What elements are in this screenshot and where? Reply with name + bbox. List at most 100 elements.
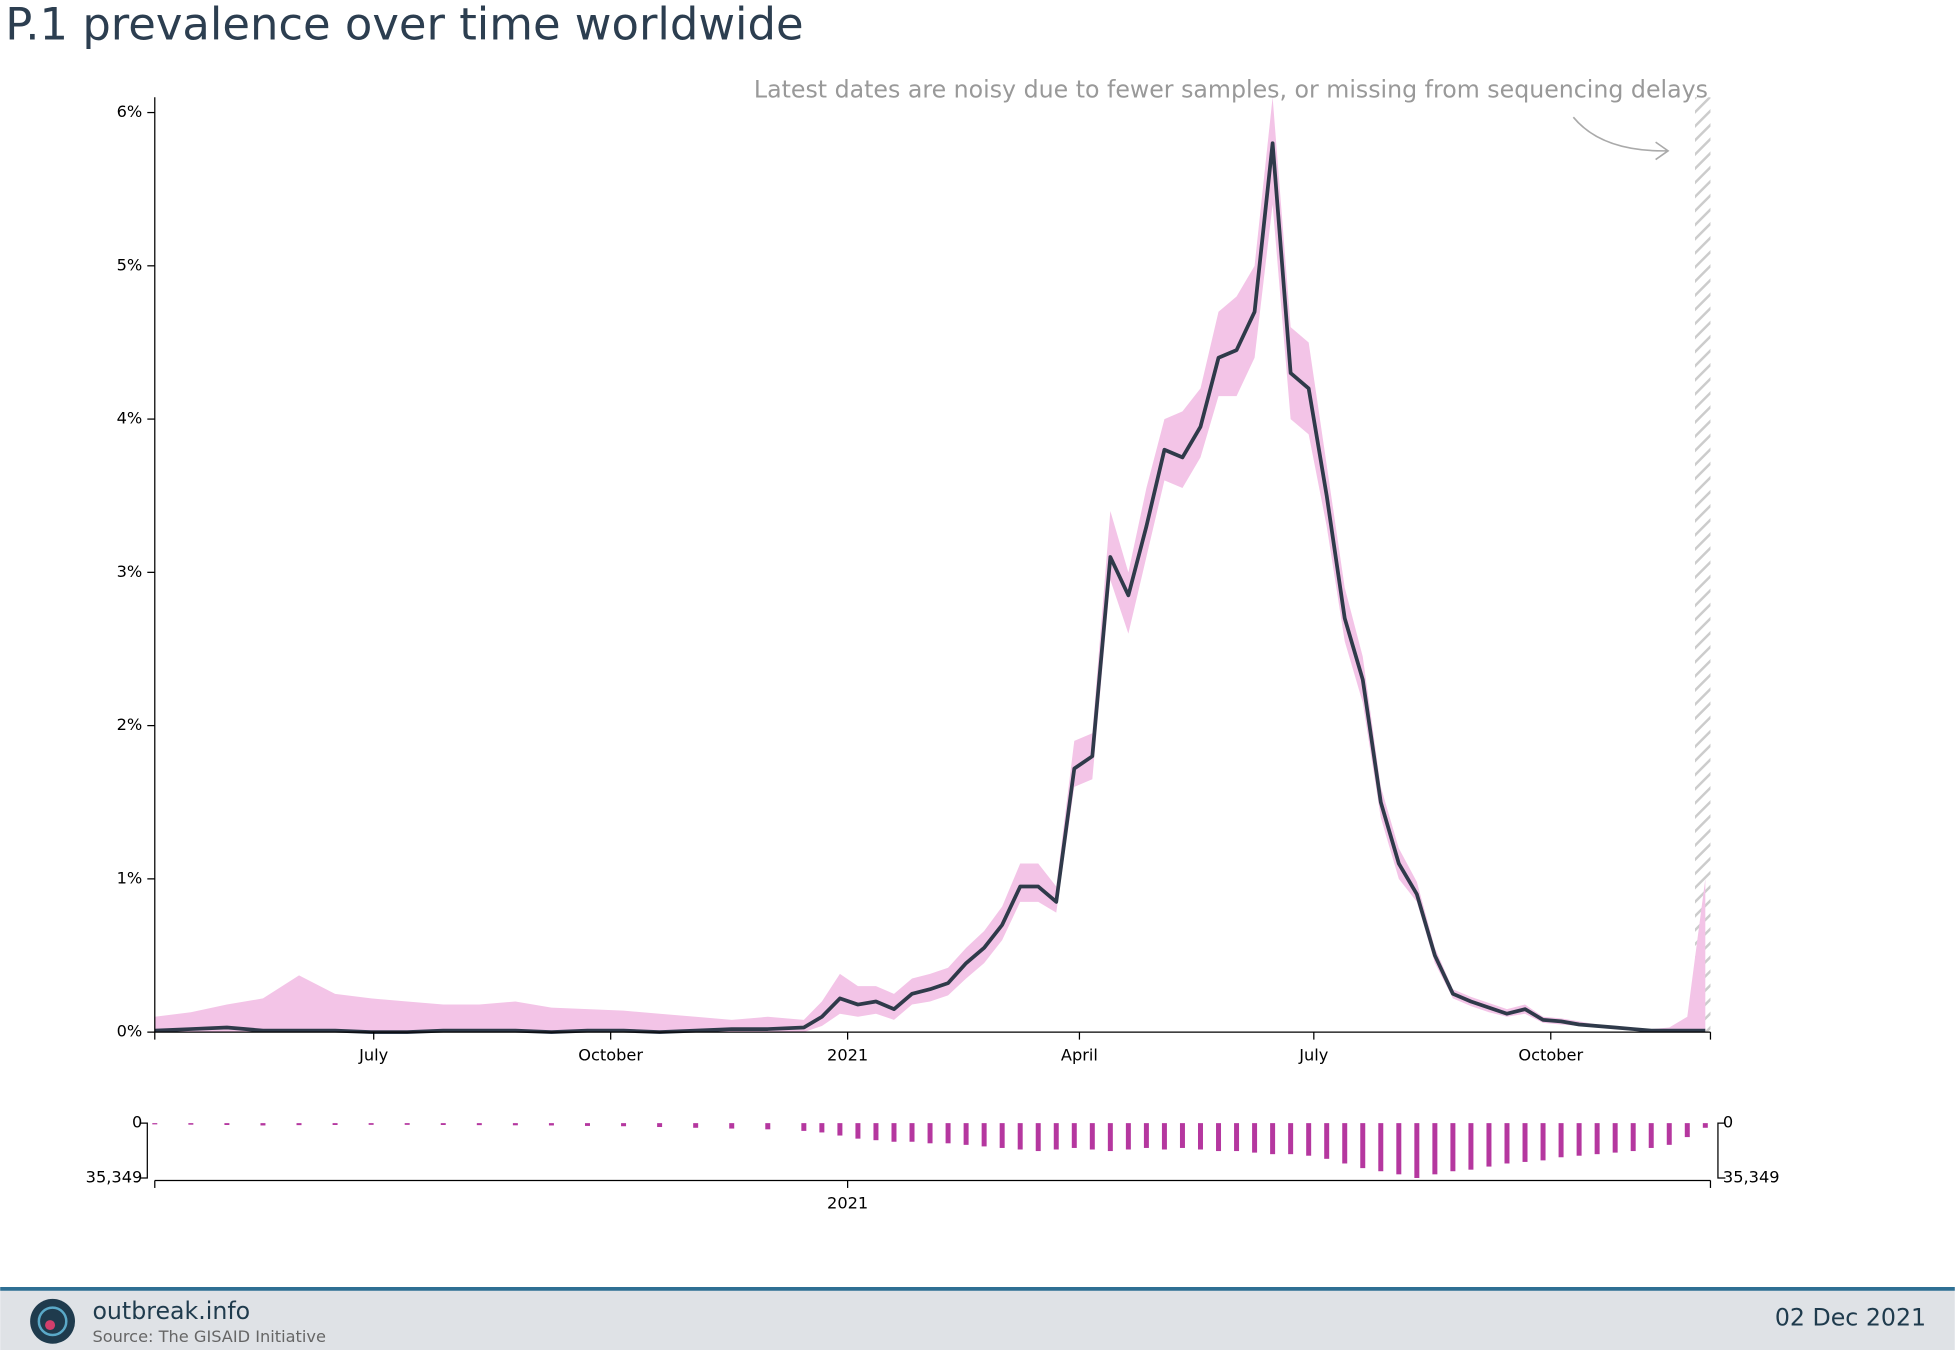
sample-count-bar — [1702, 1123, 1708, 1128]
sample-count-bar — [981, 1123, 987, 1147]
sample-count-bar — [621, 1123, 627, 1127]
sample-count-bar — [404, 1123, 410, 1125]
sample-count-bar — [368, 1123, 374, 1125]
sample-count-bar — [1216, 1123, 1222, 1152]
sample-count-bar — [1252, 1123, 1258, 1153]
y-tick-label: 1% — [117, 868, 143, 887]
sample-count-bar — [1396, 1123, 1402, 1175]
sample-count-bar — [1360, 1123, 1366, 1169]
sample-count-bar — [1504, 1123, 1510, 1164]
sample-count-bar — [1306, 1123, 1312, 1156]
x-tick-label: 2021 — [827, 1045, 868, 1064]
sample-count-bar — [1035, 1123, 1041, 1152]
sample-count-bar — [1161, 1123, 1167, 1150]
sample-count-bar — [1594, 1123, 1600, 1155]
x-tick-label: October — [1518, 1045, 1583, 1064]
sample-count-bar — [1666, 1123, 1672, 1145]
sample-count-bar — [1270, 1123, 1276, 1155]
x-tick-label: April — [1061, 1045, 1098, 1064]
sample-count-bar — [1017, 1123, 1023, 1150]
sample-count-chart: 0 35,349 0 35,349 2021 — [86, 1113, 1780, 1213]
sample-count-bar — [1450, 1123, 1456, 1172]
sample-count-bar — [188, 1123, 194, 1125]
logo-ring — [37, 1306, 68, 1337]
y-tick-label: 35,349 — [86, 1167, 143, 1186]
sample-count-bar — [1414, 1123, 1420, 1178]
sample-count-bar — [873, 1123, 879, 1141]
sample-count-bar — [1324, 1123, 1330, 1159]
logo-dot — [45, 1320, 56, 1331]
y-tick-label: 0% — [117, 1022, 143, 1041]
sample-count-bar — [1143, 1123, 1149, 1148]
sample-count-bar — [891, 1123, 897, 1142]
sample-count-bar — [1179, 1123, 1185, 1148]
sample-count-bar — [999, 1123, 1005, 1148]
sample-count-bar — [837, 1123, 843, 1136]
sample-count-bar — [260, 1123, 266, 1126]
y-tick-label: 3% — [117, 562, 143, 581]
sample-count-bar — [1630, 1123, 1636, 1152]
sample-count-bar — [963, 1123, 969, 1145]
noisy-region — [1695, 97, 1711, 1033]
sample-count-bar — [1522, 1123, 1528, 1162]
y-tick-label: 6% — [117, 102, 143, 121]
sample-count-bar — [819, 1123, 825, 1133]
sample-count-bar — [801, 1123, 807, 1131]
y-tick-label: 4% — [117, 409, 143, 428]
footer-source: Source: The GISAID Initiative — [92, 1327, 326, 1346]
sample-count-bar — [909, 1123, 915, 1142]
sample-count-bar — [548, 1123, 554, 1126]
sample-count-bar — [1288, 1123, 1294, 1155]
sample-count-bar — [1612, 1123, 1618, 1153]
y-tick-label: 0 — [1723, 1113, 1733, 1132]
sample-count-bar — [1071, 1123, 1077, 1148]
sample-count-bar — [657, 1123, 663, 1128]
sample-count-bar — [224, 1123, 230, 1125]
annotation-arrow — [1572, 116, 1670, 161]
sample-count-bar — [1378, 1123, 1384, 1172]
sample-count-bar — [927, 1123, 933, 1144]
sample-count-bar — [765, 1123, 771, 1130]
sample-count-bar — [1684, 1123, 1690, 1138]
sample-count-bar — [1197, 1123, 1203, 1150]
sample-count-bar — [440, 1123, 446, 1125]
sample-count-bar — [729, 1123, 735, 1129]
sample-count-bar — [693, 1123, 699, 1128]
sample-count-bar — [945, 1123, 951, 1144]
footer-date: 02 Dec 2021 — [1775, 1303, 1926, 1331]
y-axis — [139, 1122, 148, 1179]
sample-count-bar — [1125, 1123, 1131, 1150]
prevalence-chart: 0% 1% 2% 3% 4% 5% 6% July October 2021 April July Oc… — [117, 97, 1712, 1064]
sample-count-bar — [584, 1123, 590, 1126]
sample-count-bar — [1648, 1123, 1654, 1148]
sample-count-bar — [1089, 1123, 1095, 1150]
sample-count-bar — [1342, 1123, 1348, 1164]
sample-count-bar — [1558, 1123, 1564, 1158]
y-axis — [1717, 1122, 1726, 1179]
sample-count-bar — [1486, 1123, 1492, 1167]
sample-count-bar — [1576, 1123, 1582, 1156]
sample-count-bar — [296, 1123, 302, 1126]
sample-count-bar — [332, 1123, 338, 1125]
sample-count-bar — [1540, 1123, 1546, 1161]
sample-count-bar — [855, 1123, 861, 1139]
sample-count-bar — [1107, 1123, 1113, 1152]
sample-count-bar — [1053, 1123, 1059, 1150]
annotation: Latest dates are noisy due to fewer samp… — [754, 75, 1708, 103]
x-tick-label: July — [1298, 1045, 1329, 1064]
sample-count-bar — [512, 1123, 518, 1126]
sample-count-bar — [1234, 1123, 1240, 1152]
prevalence-line — [154, 141, 1706, 1035]
footer-site[interactable]: outbreak.info — [92, 1297, 250, 1325]
sample-count-bar — [1432, 1123, 1438, 1175]
y-tick-label: 0 — [132, 1113, 142, 1132]
sample-count-bar — [152, 1123, 158, 1125]
x-tick-label: 2021 — [827, 1194, 868, 1213]
sample-count-bar — [476, 1123, 482, 1126]
y-tick-label: 35,349 — [1723, 1167, 1780, 1186]
chart-title: P.1 prevalence over time worldwide — [5, 0, 803, 50]
sample-count-bar — [1468, 1123, 1474, 1170]
x-tick-label: October — [578, 1045, 643, 1064]
footer — [0, 1287, 1955, 1350]
